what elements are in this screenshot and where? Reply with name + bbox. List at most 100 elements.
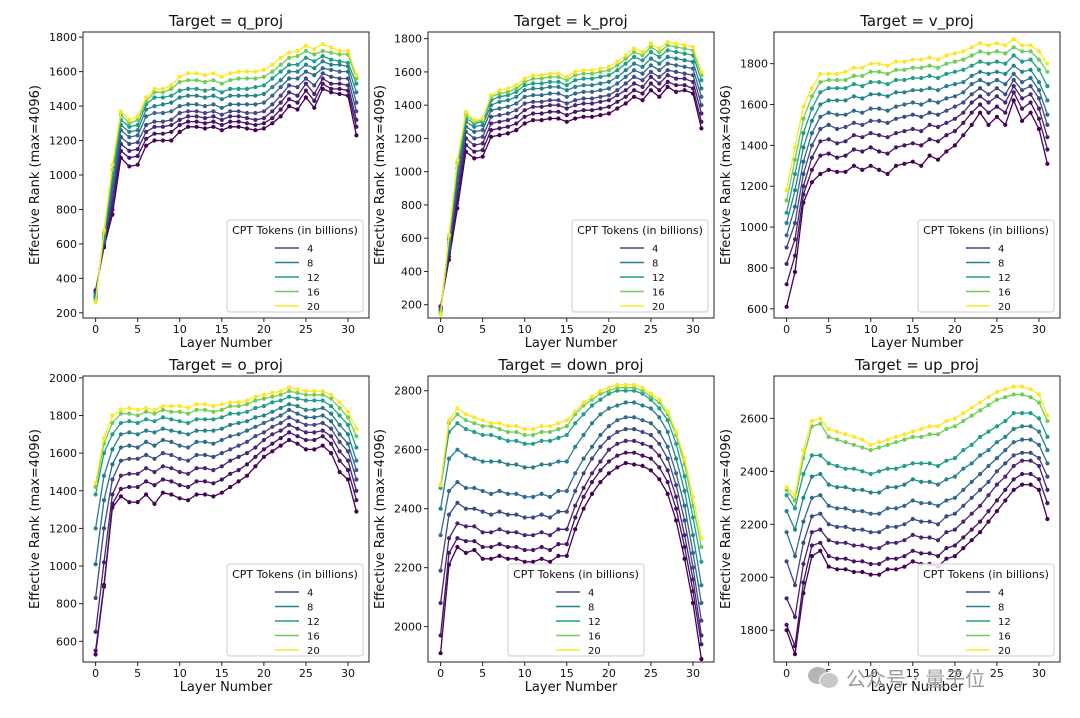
data-point	[556, 553, 561, 559]
data-point	[632, 400, 637, 405]
data-point	[345, 449, 351, 454]
data-point	[253, 85, 258, 90]
data-point	[1036, 477, 1042, 482]
data-point	[472, 421, 477, 426]
data-point	[952, 104, 958, 109]
data-point	[994, 469, 1000, 474]
data-point	[438, 568, 443, 573]
data-point	[843, 432, 848, 437]
data-point	[127, 443, 132, 448]
x-tick-label: 5	[134, 667, 141, 680]
data-point	[978, 503, 983, 508]
data-point	[160, 138, 165, 143]
data-point	[539, 438, 544, 443]
data-point	[261, 121, 266, 126]
data-point	[665, 456, 670, 461]
data-point	[480, 128, 485, 133]
data-point	[801, 540, 806, 545]
data-point	[295, 441, 300, 446]
data-point	[244, 419, 250, 424]
data-point	[505, 438, 510, 443]
data-point	[564, 119, 569, 124]
data-point	[312, 415, 317, 420]
data-point	[835, 126, 840, 132]
data-point	[93, 629, 98, 635]
data-point	[1045, 84, 1050, 89]
data-point	[615, 465, 620, 470]
data-point	[345, 415, 351, 420]
data-point	[320, 398, 325, 403]
data-point	[337, 91, 342, 97]
data-point	[682, 76, 687, 81]
data-point	[169, 100, 174, 105]
y-tick-label: 600	[56, 238, 77, 251]
data-point	[935, 424, 941, 429]
data-point	[505, 544, 510, 550]
data-point	[270, 432, 275, 437]
y-tick-label: 1800	[49, 410, 77, 423]
data-point	[648, 63, 654, 68]
data-point	[194, 492, 199, 497]
data-point	[463, 539, 468, 544]
data-point	[127, 484, 132, 490]
data-point	[835, 437, 840, 442]
data-point	[893, 524, 899, 530]
data-point	[952, 51, 958, 56]
data-point	[877, 69, 882, 74]
data-point	[194, 407, 199, 412]
data-point	[919, 501, 924, 506]
data-point	[615, 403, 620, 408]
data-point	[295, 48, 300, 54]
data-point	[186, 411, 191, 416]
data-point	[455, 447, 460, 452]
data-point	[219, 105, 224, 110]
panel-title: Target = v_proj	[859, 12, 974, 31]
data-point	[1020, 118, 1025, 123]
data-point	[877, 445, 882, 450]
data-point	[615, 453, 620, 458]
data-point	[236, 76, 241, 81]
data-point	[329, 50, 334, 55]
data-point	[784, 198, 789, 203]
data-point	[961, 57, 966, 62]
data-point	[784, 261, 789, 266]
data-point	[994, 41, 1000, 46]
data-point	[556, 435, 561, 440]
data-point	[632, 94, 637, 99]
data-point	[919, 114, 924, 119]
data-point	[539, 530, 544, 535]
data-point	[160, 119, 165, 124]
data-point	[699, 119, 704, 124]
data-point	[337, 413, 342, 418]
data-point	[118, 420, 123, 426]
data-point	[287, 76, 292, 81]
data-point	[303, 415, 308, 420]
data-point	[295, 426, 300, 431]
data-point	[514, 462, 519, 467]
data-point	[522, 533, 527, 538]
data-point	[278, 107, 283, 112]
data-point	[1011, 71, 1016, 76]
data-point	[135, 471, 140, 476]
data-point	[935, 57, 941, 62]
data-point	[152, 138, 157, 143]
data-point	[919, 163, 924, 168]
data-point	[455, 406, 460, 411]
data-point	[287, 385, 292, 390]
data-point	[472, 143, 477, 148]
data-point	[640, 71, 645, 76]
data-point	[935, 482, 941, 487]
data-point	[253, 117, 258, 122]
data-point	[127, 124, 132, 129]
data-point	[547, 71, 553, 76]
data-point	[303, 437, 308, 443]
data-point	[1045, 413, 1050, 418]
data-point	[860, 509, 865, 514]
y-tick-label: 800	[747, 262, 768, 275]
plot-frame	[82, 375, 370, 663]
data-point	[952, 59, 958, 64]
x-axis-label: Layer Number	[871, 336, 964, 351]
data-point	[623, 460, 628, 466]
data-point	[1003, 498, 1008, 503]
data-point	[211, 71, 216, 76]
